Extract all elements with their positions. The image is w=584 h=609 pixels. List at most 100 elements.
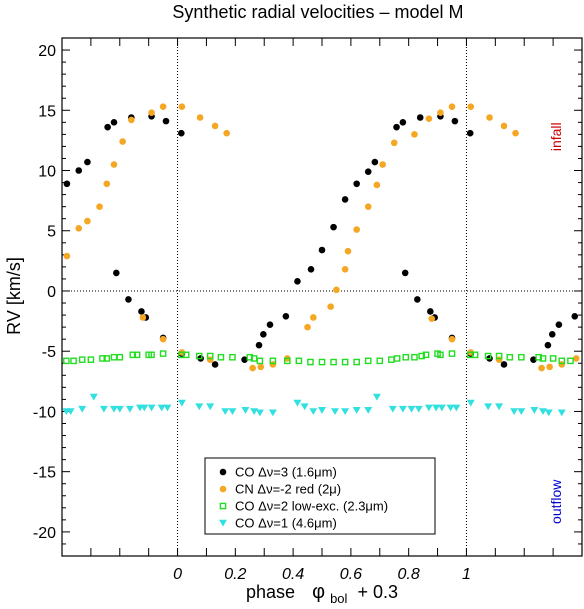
data-point bbox=[96, 203, 103, 210]
data-point bbox=[255, 341, 263, 349]
data-point bbox=[119, 138, 126, 145]
data-point bbox=[104, 123, 111, 131]
data-point bbox=[364, 203, 372, 210]
data-point bbox=[555, 321, 563, 329]
data-point bbox=[535, 353, 542, 361]
y-tick-label: 15 bbox=[38, 103, 56, 120]
data-point bbox=[269, 357, 277, 365]
data-point bbox=[518, 353, 525, 361]
data-point bbox=[310, 314, 317, 321]
data-point bbox=[196, 114, 204, 121]
data-point bbox=[344, 247, 352, 255]
data-point bbox=[140, 404, 149, 412]
data-point bbox=[437, 404, 446, 412]
x-tick-label: 0.2 bbox=[224, 566, 246, 583]
data-point bbox=[113, 269, 120, 277]
data-point bbox=[407, 405, 416, 413]
data-point bbox=[178, 103, 186, 110]
data-point bbox=[63, 180, 71, 188]
data-point bbox=[223, 129, 230, 137]
y-tick-label: -15 bbox=[33, 465, 56, 482]
data-point bbox=[293, 399, 302, 407]
data-point bbox=[530, 407, 539, 414]
data-point bbox=[437, 109, 444, 116]
data-point bbox=[414, 405, 423, 413]
x-tick-label: 0.8 bbox=[398, 566, 420, 583]
data-point bbox=[393, 123, 400, 131]
data-point bbox=[495, 352, 503, 360]
data-point bbox=[110, 119, 118, 126]
data-point bbox=[506, 353, 514, 361]
data-point bbox=[530, 356, 537, 363]
data-point bbox=[157, 404, 166, 412]
legend-marker bbox=[219, 468, 227, 476]
x-tick-label: 0 bbox=[173, 566, 182, 583]
data-point bbox=[195, 352, 203, 360]
data-point bbox=[353, 226, 360, 233]
data-point bbox=[558, 357, 566, 365]
x-axis-title-phi: φ bbox=[312, 581, 325, 603]
legend-marker bbox=[219, 519, 227, 527]
y-tick-label: -5 bbox=[42, 344, 56, 361]
x-axis-title: phase φ bol + 0.3 bbox=[246, 581, 398, 607]
data-point bbox=[546, 363, 553, 371]
data-point bbox=[63, 357, 70, 365]
data-point bbox=[129, 351, 137, 359]
data-point bbox=[84, 158, 91, 166]
data-point bbox=[255, 409, 264, 417]
data-point bbox=[70, 357, 77, 365]
data-point bbox=[178, 129, 185, 137]
data-point bbox=[512, 129, 519, 137]
annotation-infall: infall bbox=[548, 122, 564, 151]
data-point bbox=[393, 355, 401, 362]
data-point bbox=[304, 323, 311, 331]
data-point bbox=[182, 351, 190, 359]
data-point bbox=[206, 403, 215, 411]
data-point bbox=[115, 405, 124, 413]
data-point bbox=[331, 408, 339, 416]
data-point bbox=[87, 356, 95, 363]
data-point bbox=[139, 314, 147, 321]
data-point bbox=[75, 167, 83, 174]
data-point bbox=[148, 109, 155, 116]
data-point bbox=[307, 358, 314, 366]
data-point bbox=[388, 405, 397, 413]
data-point bbox=[260, 331, 267, 338]
data-point bbox=[466, 129, 474, 137]
data-point bbox=[282, 312, 290, 320]
data-point bbox=[125, 405, 134, 413]
data-point bbox=[495, 403, 504, 411]
data-point bbox=[266, 321, 274, 329]
data-point bbox=[448, 103, 456, 110]
data-point bbox=[148, 351, 155, 359]
data-point bbox=[401, 269, 409, 277]
data-point bbox=[572, 355, 580, 362]
data-point bbox=[471, 351, 479, 359]
x-axis-title-phase: phase bbox=[246, 582, 295, 602]
data-point bbox=[138, 308, 145, 315]
data-point bbox=[538, 364, 545, 372]
data-point bbox=[567, 357, 574, 365]
data-point bbox=[229, 353, 236, 361]
data-point bbox=[99, 405, 108, 413]
data-point bbox=[330, 223, 337, 231]
data-point bbox=[163, 404, 172, 412]
legend-label: CO Δν=2 low-exc. (2.3μm) bbox=[235, 499, 388, 514]
data-point bbox=[548, 331, 556, 338]
data-point bbox=[249, 364, 256, 372]
data-point bbox=[110, 353, 118, 361]
data-point bbox=[448, 335, 456, 343]
data-point bbox=[544, 409, 553, 417]
data-point bbox=[411, 353, 418, 361]
legend-label: CO Δν=1 (4.6μm) bbox=[235, 516, 337, 531]
data-points bbox=[62, 103, 580, 417]
data-point bbox=[330, 358, 337, 366]
legend-marker bbox=[219, 502, 227, 510]
data-point bbox=[448, 350, 456, 357]
data-point bbox=[364, 407, 373, 414]
data-point bbox=[309, 408, 318, 416]
annotation-outflow: outflow bbox=[548, 479, 564, 524]
data-point bbox=[364, 357, 372, 365]
data-point bbox=[416, 114, 424, 121]
data-point bbox=[376, 357, 384, 365]
